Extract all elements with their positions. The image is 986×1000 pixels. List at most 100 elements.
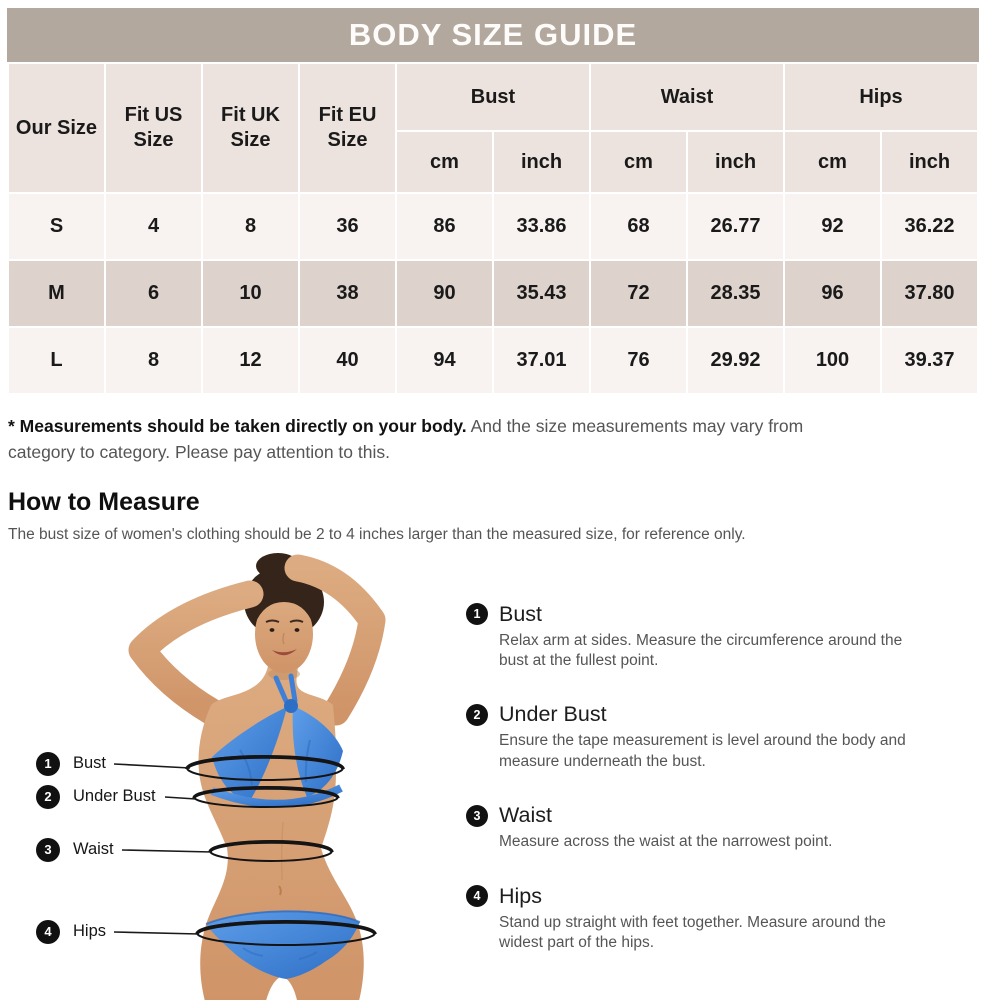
table-cell: 68: [591, 194, 686, 259]
instruction-text: Relax arm at sides. Measure the circumfe…: [499, 631, 903, 669]
table-cell: 96: [785, 261, 880, 326]
table-cell: 92: [785, 194, 880, 259]
instruction-title: Under Bust: [499, 702, 607, 727]
arms: [128, 554, 386, 725]
col-header-hips: Hips: [785, 64, 977, 130]
table-cell: 40: [300, 328, 395, 393]
instruction-text: Stand up straight with feet together. Me…: [499, 913, 886, 952]
table-cell: 4: [106, 194, 201, 259]
col-header-fit-us: Fit US Size: [106, 64, 201, 192]
figure-label-text: Hips: [73, 922, 107, 940]
navel: [278, 884, 282, 895]
marker-1-icon: 1: [36, 751, 60, 776]
how-to-measure-subheading: The bust size of women's clothing should…: [8, 525, 746, 543]
col-header-fit-uk: Fit UK Size: [203, 64, 298, 192]
marker-1-icon: 1: [466, 603, 488, 625]
marker-2-icon: 2: [466, 703, 488, 726]
unit-header-waist-cm: cm: [591, 132, 686, 192]
measure-diagram-section: 1 Bust 2 Under Bust 3 Waist 4 Hips 1 Bus…: [0, 550, 986, 1000]
col-header-fit-eu: Fit EU Size: [300, 64, 395, 192]
instruction-bust: 1 Bust Relax arm at sides. Measure the c…: [466, 602, 931, 672]
instruction-heading: 3 Waist: [466, 803, 931, 828]
table-units-row: cm inch cm inch cm inch: [9, 132, 977, 192]
table-cell: 10: [203, 261, 298, 326]
measurement-note: * Measurements should be taken directly …: [8, 413, 843, 466]
table-header-row: Our Size Fit US Size Fit UK Size Fit EU …: [9, 64, 977, 192]
instruction-heading: 2 Under Bust: [466, 702, 931, 727]
note-rest-text: And the size measurements may vary from …: [8, 416, 804, 463]
table-cell: 6: [106, 261, 201, 326]
table-row-s: S 4 8 36 86 33.86 68 26.77 92 36.22: [9, 194, 977, 259]
figure-label-under-bust: 2 Under Bust: [36, 784, 156, 809]
figure-label-waist: 3 Waist: [36, 837, 114, 862]
label-connector-lines: [113, 762, 213, 935]
marker-4-icon: 4: [36, 919, 60, 944]
table-cell: 86: [397, 194, 492, 259]
instruction-hips: 4 Hips Stand up straight with feet toget…: [466, 884, 931, 954]
measure-ellipse-waist: [208, 839, 334, 862]
table-cell: 29.92: [688, 328, 783, 393]
unit-header-waist-inch: inch: [688, 132, 783, 192]
figure-label-hips: 4 Hips: [36, 919, 107, 944]
instruction-title: Waist: [499, 803, 552, 828]
table-cell: 28.35: [688, 261, 783, 326]
table-row-l: L 8 12 40 94 37.01 76 29.92 100 39.37: [9, 328, 977, 393]
figure-label-text: Under Bust: [73, 787, 156, 805]
table-cell: L: [9, 328, 104, 393]
col-header-our-size: Our Size: [9, 64, 104, 192]
table-cell: 26.77: [688, 194, 783, 259]
table-cell: 72: [591, 261, 686, 326]
table-cell: S: [9, 194, 104, 259]
table-cell: 37.80: [882, 261, 977, 326]
figure-area: 1 Bust 2 Under Bust 3 Waist 4 Hips: [0, 550, 466, 1000]
table-cell: 33.86: [494, 194, 589, 259]
instruction-title: Hips: [499, 883, 543, 908]
ab-line: [280, 821, 284, 880]
marker-2-icon: 2: [36, 784, 60, 809]
table-row-m: M 6 10 38 90 35.43 72 28.35 96 37.80: [9, 261, 977, 326]
table-cell: 76: [591, 328, 686, 393]
woman-figure-illustration: [113, 552, 386, 1000]
table-cell: 8: [106, 328, 201, 393]
size-guide-title: BODY SIZE GUIDE: [348, 17, 638, 52]
instructions-column: 1 Bust Relax arm at sides. Measure the c…: [466, 550, 939, 1000]
marker-3-icon: 3: [36, 837, 60, 862]
table-cell: 39.37: [882, 328, 977, 393]
unit-header-hips-inch: inch: [882, 132, 977, 192]
table-cell: 12: [203, 328, 298, 393]
table-cell: 36: [300, 194, 395, 259]
unit-header-bust-cm: cm: [397, 132, 492, 192]
figure-label-text: Waist: [73, 840, 114, 858]
instruction-heading: 1 Bust: [466, 602, 931, 627]
size-guide-title-band: BODY SIZE GUIDE: [7, 8, 979, 62]
instruction-under-bust: 2 Under Bust Ensure the tape measurement…: [466, 702, 931, 772]
instruction-waist: 3 Waist Measure across the waist at the …: [466, 803, 931, 852]
size-table: Our Size Fit US Size Fit UK Size Fit EU …: [7, 62, 979, 395]
table-cell: 37.01: [494, 328, 589, 393]
instruction-heading: 4 Hips: [466, 884, 931, 909]
instruction-text: Ensure the tape measurement is level aro…: [499, 732, 906, 770]
table-cell: M: [9, 261, 104, 326]
table-cell: 38: [300, 261, 395, 326]
measure-ellipse-hips: [195, 919, 377, 946]
table-cell: 36.22: [882, 194, 977, 259]
how-to-measure-heading: How to Measure: [8, 487, 200, 516]
figure-label-text: Bust: [73, 754, 107, 772]
table-cell: 35.43: [494, 261, 589, 326]
marker-3-icon: 3: [466, 804, 488, 827]
figure-label-bust: 1 Bust: [36, 751, 107, 776]
table-cell: 90: [397, 261, 492, 326]
instruction-title: Bust: [499, 601, 543, 626]
col-header-bust: Bust: [397, 64, 589, 130]
note-bold-text: * Measurements should be taken directly …: [8, 416, 467, 436]
instruction-text: Measure across the waist at the narrowes…: [499, 833, 833, 851]
table-cell: 94: [397, 328, 492, 393]
col-header-waist: Waist: [591, 64, 783, 130]
unit-header-hips-cm: cm: [785, 132, 880, 192]
unit-header-bust-inch: inch: [494, 132, 589, 192]
table-cell: 100: [785, 328, 880, 393]
marker-4-icon: 4: [466, 885, 488, 908]
table-cell: 8: [203, 194, 298, 259]
head: [255, 591, 313, 673]
measure-ellipse-under-bust: [192, 785, 340, 808]
